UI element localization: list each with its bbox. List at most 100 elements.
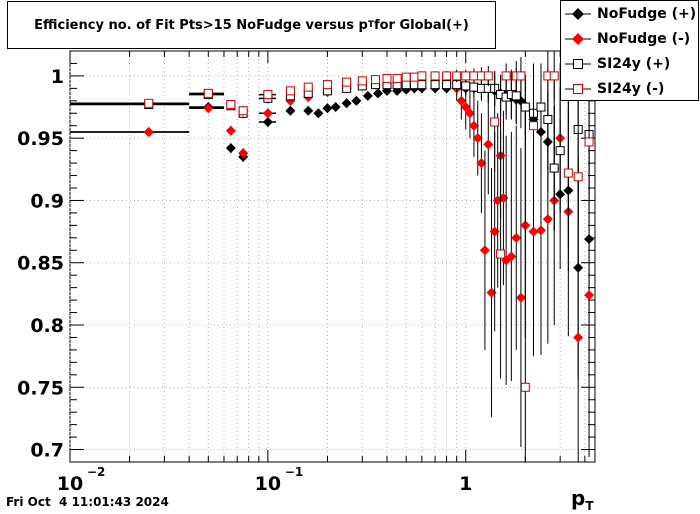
data-point: [456, 95, 467, 106]
series-3: [70, 51, 594, 462]
data-point: [536, 102, 546, 112]
data-point: [573, 332, 584, 343]
data-point: [479, 245, 490, 256]
diamond-filled-black-icon: [565, 8, 591, 20]
data-point: [528, 226, 539, 237]
data-point: [409, 72, 419, 82]
legend-item-nofudge-plus: NoFudge (+): [561, 2, 698, 26]
data-point: [516, 71, 526, 81]
data-point: [357, 76, 367, 86]
data-point: [225, 143, 236, 154]
square-open-red-icon: [565, 84, 591, 94]
data-point: [584, 137, 594, 147]
data-point: [303, 82, 313, 92]
data-point: [392, 73, 402, 83]
data-point: [469, 82, 479, 92]
data-point: [501, 71, 511, 81]
legend-label: NoFudge (+): [597, 6, 697, 22]
x-tick-label: 10: [57, 473, 83, 495]
data-point: [401, 80, 411, 90]
data-point: [529, 121, 539, 131]
data-point: [144, 98, 154, 108]
data-point: [442, 71, 452, 81]
data-point: [490, 117, 500, 127]
data-point: [549, 163, 559, 173]
y-tick-label: 0.75: [17, 377, 64, 399]
data-point: [262, 116, 273, 127]
x-tick-label: 1: [459, 473, 472, 495]
data-point: [472, 133, 483, 144]
data-point: [461, 71, 471, 81]
x-tick-label-exponent: −2: [87, 465, 105, 479]
data-point: [303, 105, 314, 116]
data-point: [483, 139, 494, 150]
data-point: [143, 126, 154, 137]
data-point: [341, 98, 352, 109]
data-point: [371, 75, 381, 85]
legend-item-nofudge-minus: NoFudge (-): [561, 27, 698, 51]
diamond-filled-red-icon: [565, 33, 591, 45]
data-point: [362, 90, 373, 101]
data-point: [469, 71, 479, 81]
timestamp: Fri Oct 4 11:01:43 2024: [6, 495, 169, 509]
data-point: [238, 106, 248, 116]
x-axis-label-main: p: [571, 486, 586, 510]
data-point: [401, 72, 411, 82]
data-point: [330, 102, 341, 113]
legend-item-si24y-minus: SI24y (-): [561, 77, 698, 101]
data-point: [203, 88, 213, 98]
data-point: [515, 292, 526, 303]
legend-label: NoFudge (-): [597, 31, 691, 47]
x-axis-label: pT: [571, 486, 594, 513]
y-tick-label: 0.7: [30, 440, 64, 462]
chart-title-sub: T: [367, 20, 374, 30]
data-point: [555, 146, 565, 156]
data-point: [372, 88, 383, 99]
data-point: [464, 108, 475, 119]
data-point: [461, 81, 471, 91]
data-point: [238, 148, 249, 159]
data-point: [543, 115, 553, 124]
data-point: [417, 80, 427, 90]
data-point: [417, 71, 427, 81]
data-point: [573, 172, 583, 182]
chart-title-main: Efficiency no. of Fit Pts>15 NoFudge ver…: [34, 17, 368, 33]
data-point: [285, 86, 295, 96]
x-tick-label-exponent: −1: [285, 465, 303, 479]
data-point: [520, 382, 530, 392]
data-point: [460, 102, 471, 113]
data-point: [486, 287, 497, 298]
data-point: [430, 71, 440, 81]
y-tick-label: 1: [51, 66, 64, 88]
data-point: [489, 226, 500, 237]
chart-title: Efficiency no. of Fit Pts>15 NoFudge ver…: [7, 1, 496, 49]
data-point: [511, 232, 522, 243]
data-point: [322, 103, 333, 114]
data-point: [584, 290, 595, 301]
data-point: [409, 80, 419, 90]
data-point: [262, 108, 273, 119]
data-point: [506, 251, 517, 262]
data-point: [226, 100, 236, 110]
x-tick-label: 10: [255, 473, 281, 495]
series-layer: [70, 51, 595, 462]
data-point: [520, 102, 530, 112]
data-point: [476, 158, 487, 169]
data-point: [263, 90, 273, 100]
data-point: [535, 225, 546, 236]
y-tick-label: 0.85: [17, 253, 64, 275]
legend-label: SI24y (+): [597, 56, 671, 72]
data-point: [452, 71, 462, 81]
data-point: [442, 80, 452, 90]
chart-title-tail: for Global(+): [373, 17, 469, 33]
y-tick-label: 0.8: [30, 315, 64, 337]
data-point: [351, 95, 362, 106]
data-point: [285, 105, 296, 116]
data-point: [203, 103, 214, 114]
y-tick-label: 0.9: [30, 190, 64, 212]
data-point: [468, 120, 479, 131]
data-point: [483, 71, 493, 81]
legend: NoFudge (+) NoFudge (-) SI24y (+) SI24y …: [560, 0, 699, 101]
data-point: [430, 80, 440, 90]
